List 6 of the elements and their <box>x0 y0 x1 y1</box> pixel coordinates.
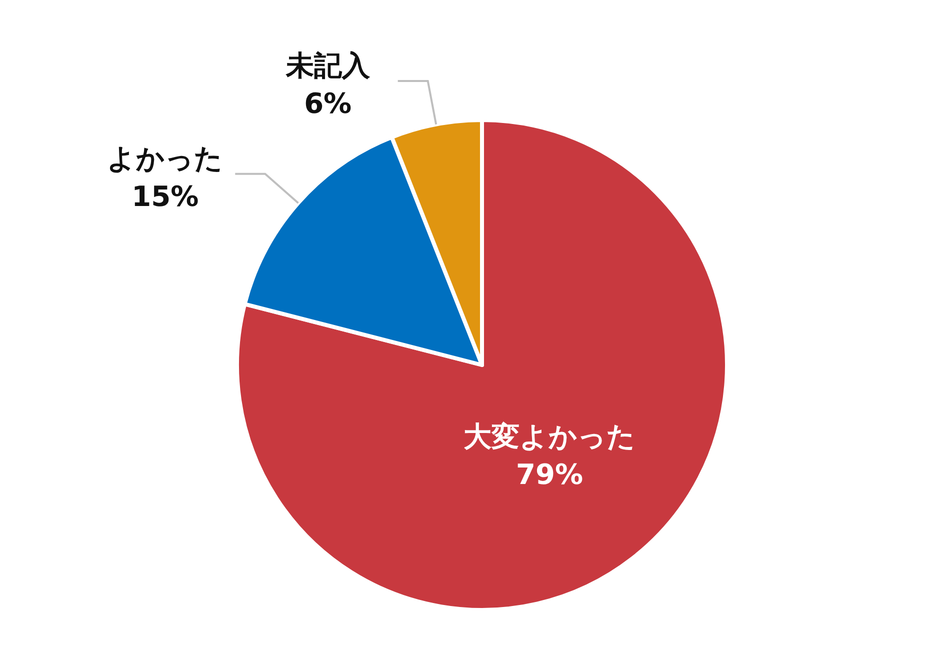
data-label: 15% <box>132 180 199 213</box>
slice-label: 未記入 <box>284 49 371 82</box>
slice-label: 大変よかった <box>464 420 636 454</box>
data-label: 79% <box>516 458 584 492</box>
data-label: 6% <box>304 87 352 120</box>
slice-label: よかった <box>107 142 224 175</box>
